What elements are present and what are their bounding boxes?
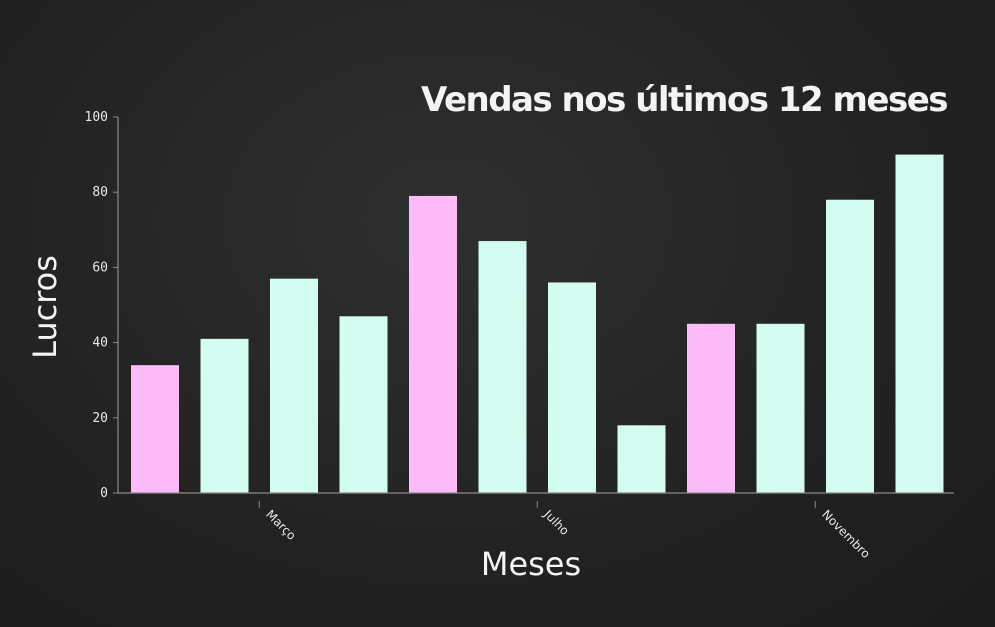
y-axis: 0 20 40 60 80 100 [85, 110, 119, 501]
bar-1 [131, 365, 179, 493]
x-tick-label: Novembro [819, 507, 873, 561]
bar-3 [270, 278, 318, 493]
bar-4 [339, 316, 388, 493]
bar-2 [200, 338, 249, 493]
y-tick-label: 0 [100, 486, 108, 501]
chart-title: Vendas nos últimos 12 meses [421, 80, 947, 120]
bar-5 [409, 195, 457, 493]
y-axis-label: Lucros [26, 255, 64, 359]
bar-7 [548, 282, 596, 493]
bar-11 [826, 199, 874, 493]
y-tick-label: 60 [92, 260, 108, 275]
x-axis-label: Meses [481, 545, 581, 583]
y-tick-label: 40 [92, 336, 108, 351]
bar-8 [617, 425, 666, 493]
x-tick-label: Março [263, 507, 299, 543]
bars-group [131, 154, 944, 493]
y-tick-label: 20 [92, 411, 108, 426]
y-tick-label: 100 [85, 110, 108, 125]
bar-9 [687, 323, 735, 493]
x-tick-label: Julho [540, 507, 571, 538]
y-tick-label: 80 [92, 185, 108, 200]
bar-12 [895, 154, 944, 493]
bar-6 [478, 241, 527, 493]
bar-10 [756, 323, 805, 493]
